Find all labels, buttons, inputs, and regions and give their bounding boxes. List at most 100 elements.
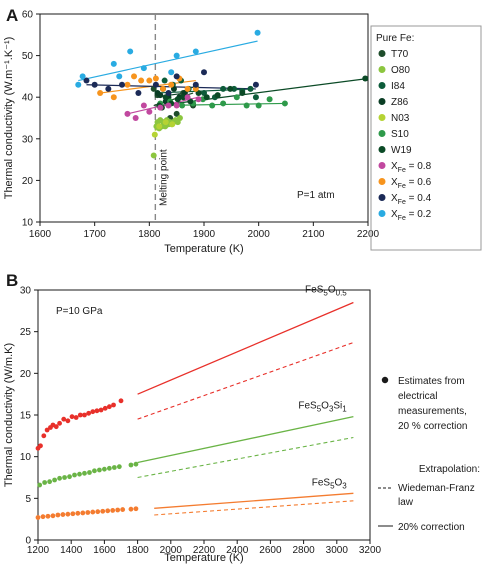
x-tick-label: 1900 [193,229,216,240]
data-point-1 [52,477,57,483]
legend-b-extrap-title: Extrapolation: [419,464,480,475]
data-point-7 [184,94,191,101]
data-point-7 [146,108,153,115]
legend-a-marker-9 [378,194,386,201]
x-tick-label: 1800 [138,229,161,240]
legend-a-label-sub: Fe [398,183,406,190]
fit-line-10 [78,40,258,82]
data-point-8 [160,85,166,92]
legend-a-marker-3 [378,98,386,105]
data-point-0 [53,424,59,430]
series-label-part: 5 [317,405,322,414]
legend-a-label-rest: = 0.4 [406,193,432,204]
data-point-0 [111,402,116,408]
y-tick-label: 10 [22,218,34,229]
data-point-0 [61,416,67,422]
data-point-7 [157,104,164,111]
data-point-5 [220,100,227,107]
data-point-5 [233,94,240,101]
x-tick-label: 1200 [27,545,50,556]
data-point-0 [98,407,104,413]
data-point-2 [65,511,71,517]
data-point-1 [116,464,122,470]
x-tick-label: 2000 [160,545,183,556]
legend-b-dashed-label: law [398,497,414,508]
data-point-10 [168,69,175,76]
data-point-5 [266,96,273,103]
data-point-0 [94,408,100,414]
legend-b-dashed-label: Wiedeman-Franz [398,483,475,494]
legend-a-marker-10 [378,210,386,217]
data-point-8 [131,73,138,80]
legend-a-label-5: S10 [391,129,409,140]
data-point-9 [165,90,172,97]
series-label-part: 1 [342,405,347,414]
legend-a-label-3: Z86 [391,97,409,108]
panel-a-plot: 1600 1700 1800 1900 2000 2100 2200 10 20 30 40 50 60… [3,10,380,256]
series-label-part: 3 [342,481,347,490]
data-point-2 [40,514,46,520]
legend-a-label-sub: Fe [398,215,406,222]
data-point-0 [44,427,50,433]
data-point-8 [152,75,159,82]
data-point-0 [77,412,83,418]
legend-a-label-rest: = 0.2 [406,209,432,220]
legend-a-marker-7 [378,162,386,169]
y-tick-label: 25 [20,327,32,338]
data-point-2 [50,513,56,519]
data-point-1 [87,470,92,475]
data-point-7 [132,115,139,121]
data-point-6 [214,92,221,99]
legend-a-label-2: I84 [391,81,405,92]
data-point-2 [133,506,139,512]
y-tick-label: 5 [25,494,31,505]
series-label-part: 5 [323,289,328,298]
data-point-1 [67,474,72,480]
data-point-0 [106,404,112,410]
data-point-2 [115,507,121,513]
data-point-8 [110,94,117,101]
legend-a-pure-title: Pure Fe: [376,33,414,44]
data-point-1 [92,468,97,474]
data-point-0 [41,433,47,439]
legend-a-marker-4 [378,114,386,121]
legend-a-marker-0 [378,50,386,57]
y-tick-label: 50 [22,51,34,62]
data-point-6 [362,75,369,82]
data-point-2 [100,508,106,514]
series-label-2: FeS5O3 [312,477,348,490]
data-point-9 [83,77,90,84]
data-point-1 [102,466,107,472]
y-axis-label: Thermal conductivity (W.m⁻¹.K⁻¹) [3,37,15,200]
legend-a-marker-8 [378,178,386,185]
data-point-0 [65,418,71,424]
series-label-part: S [323,477,330,488]
melting-point-label: Melting point [158,149,169,206]
data-point-5 [255,102,262,109]
data-point-7 [165,102,172,109]
legend-a-label-4: N03 [391,113,410,124]
legend-a-marker-6 [378,146,386,153]
data-point-0 [57,420,62,426]
data-point-9 [105,85,112,92]
series-label-1: FeS5O3Si1 [298,401,347,414]
x-tick-label: 2400 [226,545,249,556]
x-tick-label: 1700 [84,229,107,240]
x-tick-label: 1600 [93,545,116,556]
data-point-10 [110,60,117,67]
data-point-8 [168,81,175,88]
series-label-part: O [328,285,336,296]
x-tick-label: 2100 [302,229,325,240]
y-tick-label: 40 [22,93,34,104]
data-point-0 [82,412,87,418]
data-point-2 [60,512,66,517]
data-point-6 [180,94,187,101]
y-tick-label: 20 [22,176,34,187]
legend-a-label-main: X [391,193,398,204]
data-point-2 [105,508,111,514]
series-label-part: Si [333,401,342,412]
data-point-8 [192,85,199,92]
data-point-0 [118,398,124,404]
data-point-1 [42,480,48,485]
